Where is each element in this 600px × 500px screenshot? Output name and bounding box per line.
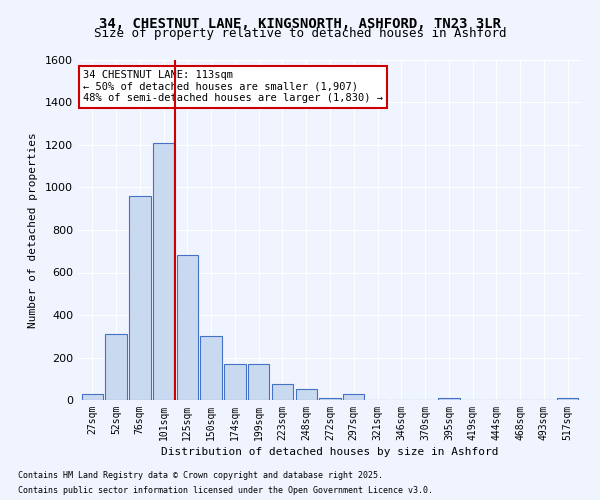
Text: Contains HM Land Registry data © Crown copyright and database right 2025.: Contains HM Land Registry data © Crown c… xyxy=(18,471,383,480)
Bar xyxy=(200,336,222,400)
Text: Size of property relative to detached houses in Ashford: Size of property relative to detached ho… xyxy=(94,28,506,40)
Y-axis label: Number of detached properties: Number of detached properties xyxy=(28,132,38,328)
Bar xyxy=(319,398,341,400)
Bar xyxy=(248,364,269,400)
Text: 34, CHESTNUT LANE, KINGSNORTH, ASHFORD, TN23 3LR: 34, CHESTNUT LANE, KINGSNORTH, ASHFORD, … xyxy=(99,18,501,32)
X-axis label: Distribution of detached houses by size in Ashford: Distribution of detached houses by size … xyxy=(161,447,499,457)
Bar xyxy=(176,256,198,400)
Bar xyxy=(272,384,293,400)
Bar xyxy=(82,394,103,400)
Bar xyxy=(438,398,460,400)
Bar xyxy=(224,364,245,400)
Bar xyxy=(129,196,151,400)
Bar xyxy=(557,398,578,400)
Bar xyxy=(296,390,317,400)
Bar xyxy=(153,143,174,400)
Bar xyxy=(343,394,364,400)
Text: Contains public sector information licensed under the Open Government Licence v3: Contains public sector information licen… xyxy=(18,486,433,495)
Bar xyxy=(106,334,127,400)
Text: 34 CHESTNUT LANE: 113sqm
← 50% of detached houses are smaller (1,907)
48% of sem: 34 CHESTNUT LANE: 113sqm ← 50% of detach… xyxy=(83,70,383,103)
